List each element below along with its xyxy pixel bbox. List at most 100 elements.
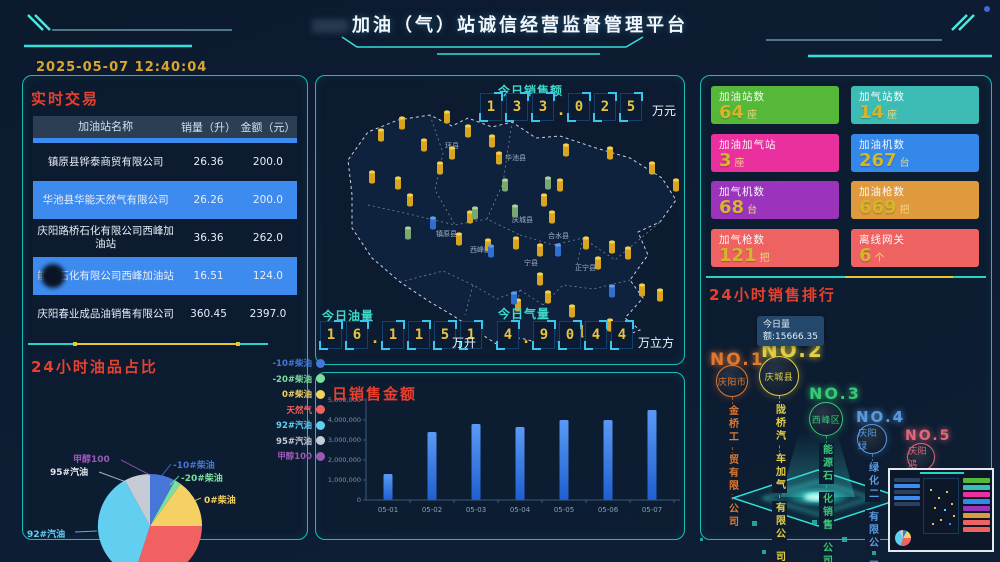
legend-item-0#柴油[interactable]: 0#柴油: [282, 388, 325, 400]
thumbnail-map: [923, 478, 959, 534]
station-marker[interactable]: [512, 204, 518, 218]
divider-handle-right[interactable]: [236, 342, 240, 346]
station-marker[interactable]: [649, 161, 655, 175]
station-marker[interactable]: [549, 210, 555, 224]
station-marker[interactable]: [378, 128, 384, 142]
station-marker[interactable]: [472, 206, 478, 220]
thumb-map-dot: [944, 509, 946, 511]
thumb-card: [963, 499, 990, 504]
station-marker[interactable]: [437, 161, 443, 175]
station-marker[interactable]: [399, 116, 405, 130]
station-marker[interactable]: [545, 290, 551, 304]
divider-handle-left[interactable]: [73, 342, 77, 346]
table-row[interactable]: 能源石化有限公司西峰加油站 16.51 124.0: [33, 257, 297, 295]
stat-card-label: 离线网关: [859, 233, 905, 246]
station-marker[interactable]: [555, 243, 561, 257]
bar-05-05: [559, 420, 569, 500]
station-marker[interactable]: [405, 226, 411, 240]
station-marker[interactable]: [430, 216, 436, 230]
bar-05-04: [515, 427, 525, 500]
realtime-transactions-panel: 实时交易 加油站名称 销量（升）金额（元） 庆阳市石化有限公司加油站36.3626…: [22, 75, 325, 562]
station-marker[interactable]: [673, 178, 679, 192]
divider-range[interactable]: [75, 343, 238, 345]
bar-05-02: [427, 432, 437, 500]
thumb-card: [963, 527, 990, 532]
district-label-正宁县: 正宁县: [575, 263, 596, 272]
station-marker[interactable]: [625, 246, 631, 260]
station-marker[interactable]: [537, 272, 543, 286]
station-marker[interactable]: [563, 143, 569, 157]
svg-text:4,000,000: 4,000,000: [328, 416, 361, 424]
table-row[interactable]: 华池县华能天然气有限公司 26.26 200.0: [33, 181, 297, 219]
station-marker[interactable]: [449, 146, 455, 160]
bar-05-01: [383, 474, 393, 500]
legend-item-天然气[interactable]: 天然气: [286, 404, 325, 416]
station-marker[interactable]: [456, 232, 462, 246]
thumb-map-dot: [930, 489, 932, 491]
stat-card-加油机数: 加油机数 267 台: [851, 133, 979, 172]
digit-box: 2: [593, 92, 617, 122]
digit-box: 0: [558, 320, 582, 350]
rank-region-庆阳市[interactable]: 庆阳市: [716, 365, 748, 397]
thumb-row: [894, 484, 920, 488]
legend-swatch: [316, 451, 325, 461]
station-marker[interactable]: [569, 304, 575, 318]
table-row[interactable]: 镇原县铧泰商贸有限公司 26.36 200.0: [47, 155, 283, 168]
station-marker[interactable]: [537, 243, 543, 257]
station-marker[interactable]: [489, 134, 495, 148]
station-marker[interactable]: [557, 178, 563, 192]
rank-region-庆阳鸿[interactable]: 庆阳鸿: [907, 443, 935, 471]
digit-box: 9: [532, 320, 556, 350]
rank-region-庆阳绿[interactable]: 庆阳绿: [857, 424, 887, 454]
dashboard-thumbnail[interactable]: [888, 468, 994, 552]
station-marker[interactable]: [545, 176, 551, 190]
legend-item-甲醇100[interactable]: 甲醇100: [277, 450, 325, 462]
station-logo-blurred: [41, 264, 65, 288]
station-marker[interactable]: [583, 236, 589, 250]
table-row[interactable]: 庆阳路桥石化有限公司西峰加油站 36.36 262.0: [37, 225, 283, 250]
station-marker[interactable]: [513, 236, 519, 250]
station-marker[interactable]: [369, 170, 375, 184]
station-marker[interactable]: [607, 146, 613, 160]
legend-item--20#柴油[interactable]: -20#柴油: [273, 373, 325, 385]
header-decoration: [24, 6, 992, 58]
digit-box: 4: [496, 320, 520, 350]
rank-region-庆城县[interactable]: 庆城县: [759, 356, 799, 396]
district-label-镇原县: 镇原县: [436, 229, 457, 238]
station-marker[interactable]: [496, 151, 502, 165]
station-marker[interactable]: [407, 193, 413, 207]
legend-item-95#汽油[interactable]: 95#汽油: [276, 435, 325, 447]
legend-item-92#汽油[interactable]: 92#汽油: [276, 419, 325, 431]
station-marker[interactable]: [657, 288, 663, 302]
page-title: 加油（气）站诚信经营监督管理平台: [0, 11, 1000, 37]
district-label-西峰区: 西峰区: [470, 245, 491, 254]
station-marker[interactable]: [639, 283, 645, 297]
station-marker[interactable]: [609, 240, 615, 254]
station-marker[interactable]: [541, 193, 547, 207]
rank-region-西峰区[interactable]: 西峰区: [809, 402, 843, 436]
stat-card-加气枪数: 加气枪数 121 把: [711, 228, 839, 267]
stats-divider-range[interactable]: [845, 276, 953, 278]
svg-text:05-05: 05-05: [554, 506, 574, 514]
station-marker[interactable]: [395, 176, 401, 190]
legend-swatch: [316, 405, 325, 414]
gas-counter-label: 今日气量: [498, 307, 551, 321]
station-marker[interactable]: [595, 256, 601, 270]
pie-label-0#柴油: 0#柴油: [204, 496, 236, 506]
station-marker[interactable]: [444, 110, 450, 124]
legend-item--10#柴油[interactable]: -10#柴油: [273, 357, 325, 369]
table-row[interactable]: 庆阳春业成品油销售有限公司 360.45 2397.0: [37, 307, 287, 320]
station-marker[interactable]: [467, 210, 473, 224]
station-marker[interactable]: [511, 291, 517, 305]
clock: 2025-05-07 12:40:04: [36, 60, 208, 75]
station-marker[interactable]: [502, 178, 508, 192]
digit-box: 3: [531, 92, 555, 122]
station-marker[interactable]: [465, 124, 471, 138]
station-marker[interactable]: [488, 244, 494, 258]
station-marker[interactable]: [609, 284, 615, 298]
station-marker[interactable]: [421, 138, 427, 152]
